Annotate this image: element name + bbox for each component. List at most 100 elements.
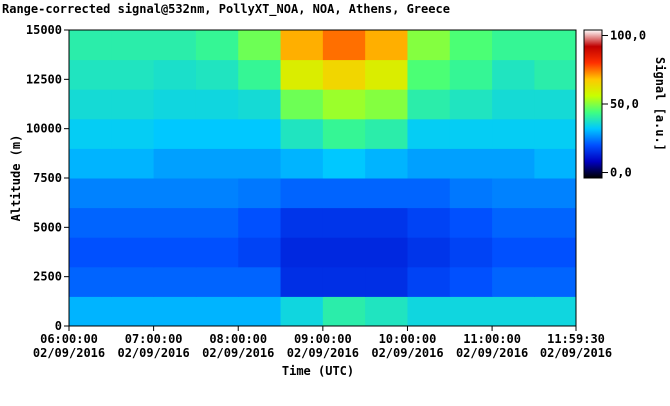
heatmap-cell xyxy=(153,207,197,238)
heatmap-cell xyxy=(534,118,577,149)
heatmap-cell xyxy=(322,266,366,297)
heatmap-cell xyxy=(322,30,366,61)
heatmap-cell xyxy=(69,148,112,179)
y-tick-label: 15000 xyxy=(26,23,62,37)
x-tick-time: 08:00:00 xyxy=(209,332,267,346)
heatmap-cell xyxy=(492,207,535,238)
heatmap-cell xyxy=(365,237,408,268)
heatmap-cell xyxy=(195,296,239,327)
heatmap-cell xyxy=(365,59,408,90)
heatmap-cell xyxy=(153,118,197,149)
heatmap-cell xyxy=(407,118,451,149)
heatmap-cell xyxy=(69,89,112,120)
heatmap-cell xyxy=(492,237,535,268)
heatmap-cell xyxy=(492,30,535,61)
heatmap-cell xyxy=(111,89,155,120)
heatmap-cell xyxy=(449,89,493,120)
heatmap-cell xyxy=(534,178,577,209)
heatmap-cell xyxy=(449,237,493,268)
heatmap-cell xyxy=(238,266,282,297)
heatmap-cell xyxy=(111,148,155,179)
colorbar-tick-label: 100,0 xyxy=(610,28,646,42)
heatmap-cell xyxy=(492,266,535,297)
heatmap-cell xyxy=(322,89,366,120)
heatmap-cell xyxy=(280,237,324,268)
heatmap-cell xyxy=(238,89,282,120)
heatmap-cell xyxy=(280,148,324,179)
heatmap-cell xyxy=(280,89,324,120)
heatmap-cell xyxy=(69,266,112,297)
heatmap-cell xyxy=(492,118,535,149)
heatmap-cell xyxy=(238,59,282,90)
y-tick-label: 2500 xyxy=(33,270,62,284)
heatmap-cell xyxy=(111,118,155,149)
heatmap-cell xyxy=(238,118,282,149)
heatmap-cell xyxy=(195,59,239,90)
heatmap-cell xyxy=(69,118,112,149)
heatmap-cell xyxy=(153,266,197,297)
x-tick-time: 11:00:00 xyxy=(463,332,521,346)
heatmap-cell xyxy=(111,296,155,327)
colorbar xyxy=(583,29,603,179)
heatmap-cell xyxy=(534,148,577,179)
heatmap-cell xyxy=(407,237,451,268)
heatmap-cell xyxy=(407,178,451,209)
y-tick-label: 10000 xyxy=(26,122,62,136)
heatmap-cell xyxy=(111,59,155,90)
heatmap-cell xyxy=(280,207,324,238)
heatmap-cell xyxy=(69,59,112,90)
colorbar-tick-label: 0,0 xyxy=(610,166,632,180)
heatmap-cell xyxy=(195,266,239,297)
heatmap-cell xyxy=(449,30,493,61)
heatmap-cell xyxy=(280,118,324,149)
heatmap-cell xyxy=(111,178,155,209)
heatmap-cell xyxy=(449,178,493,209)
x-axis-label: Time (UTC) xyxy=(282,364,354,378)
heatmap-cell xyxy=(365,296,408,327)
heatmap-cell xyxy=(322,237,366,268)
x-tick-time: 10:00:00 xyxy=(379,332,437,346)
heatmap-cell xyxy=(492,296,535,327)
heatmap-cell xyxy=(238,30,282,61)
heatmap-cell xyxy=(111,266,155,297)
heatmap-cell xyxy=(153,296,197,327)
x-tick-time: 09:00:00 xyxy=(294,332,352,346)
x-tick-time: 07:00:00 xyxy=(125,332,183,346)
colorbar-tick-label: 50,0 xyxy=(610,97,639,111)
heatmap-cell xyxy=(534,89,577,120)
y-tick-label: 7500 xyxy=(33,171,62,185)
heatmap-cell xyxy=(195,237,239,268)
x-tick-time: 06:00:00 xyxy=(40,332,98,346)
heatmap-cell xyxy=(69,178,112,209)
heatmap-cell xyxy=(407,207,451,238)
heatmap-cell xyxy=(534,59,577,90)
heatmap-cell xyxy=(153,237,197,268)
heatmap-cell xyxy=(492,148,535,179)
x-tick-time: 11:59:30 xyxy=(547,332,605,346)
heatmap-cell xyxy=(195,207,239,238)
heatmap-cell xyxy=(534,296,577,327)
heatmap-cell xyxy=(365,148,408,179)
heatmap-cell xyxy=(111,30,155,61)
heatmap-cell xyxy=(449,148,493,179)
x-tick-date: 02/09/2016 xyxy=(371,346,443,360)
heatmap-cell xyxy=(238,207,282,238)
heatmap-cell xyxy=(195,178,239,209)
heatmap-cell xyxy=(365,89,408,120)
heatmap-cell xyxy=(153,148,197,179)
heatmap-cell xyxy=(238,296,282,327)
heatmap-cell xyxy=(449,59,493,90)
heatmap-cell xyxy=(449,118,493,149)
heatmap-cell xyxy=(238,148,282,179)
heatmap-cell xyxy=(407,148,451,179)
heatmap-cell xyxy=(69,296,112,327)
heatmap-cell xyxy=(153,59,197,90)
heatmap-cell xyxy=(111,207,155,238)
heatmap-cell xyxy=(153,178,197,209)
heatmap-cell xyxy=(322,118,366,149)
heatmap-cell xyxy=(153,30,197,61)
heatmap-cell xyxy=(111,237,155,268)
colorbar-label: Signal [a.u.] xyxy=(653,57,667,151)
heatmap-cell xyxy=(238,237,282,268)
